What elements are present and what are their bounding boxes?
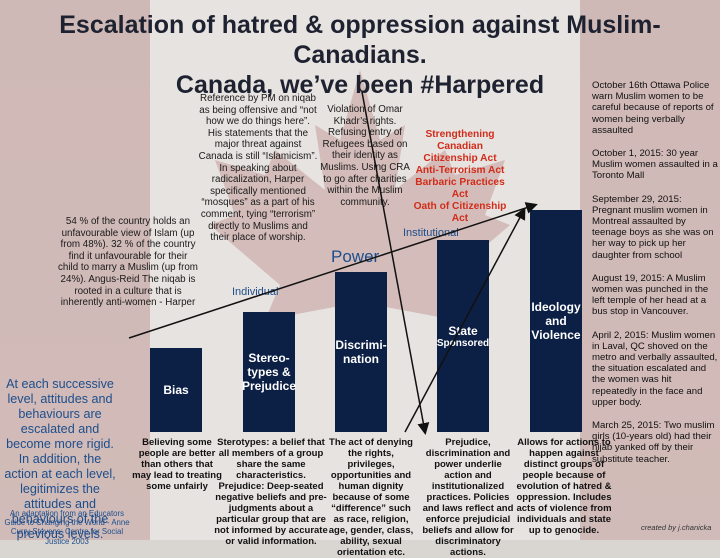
bar-bias: Bias	[150, 348, 202, 432]
bar-ideology-violence: Ideology and Violence	[530, 210, 582, 432]
bias-description: Believing some people are better than ot…	[132, 437, 222, 492]
bar-ideology-label: Ideology and Violence	[531, 300, 581, 342]
bar-state-sponsored: State Sponsored	[437, 240, 489, 432]
bar-state-sub: Sponsored	[436, 337, 490, 349]
law-item: Oath of Citizenship Act	[413, 201, 507, 224]
incident-item: April 2, 2015: Muslim women in Laval, QC…	[592, 329, 718, 408]
incident-item: October 1, 2015: 30 year Muslim women as…	[592, 148, 718, 182]
incident-item: August 19, 2015: A Muslim women was punc…	[592, 272, 709, 318]
bar-stereotypes-prejudice: Stereo-types & Prejudice	[242, 312, 296, 432]
law-item: Anti-Terrorism Act	[415, 165, 505, 176]
omar-note: Violation of Omar Khadr’s rights. Refusi…	[320, 104, 410, 208]
incident-item: March 25, 2015: Two muslim girls (10-yea…	[592, 420, 715, 465]
title-line-2: Canada, we’ve been #Harpered	[175, 71, 545, 99]
bar-bias-label: Bias	[163, 383, 189, 397]
bar-stereotypes-label: Stereo-types & Prejudice	[241, 351, 297, 393]
pm-note: Reference by PM on niqab as being offens…	[198, 93, 318, 244]
incident-item: October 16th Ottawa Police warn Muslim w…	[592, 80, 714, 136]
title-line-1: Escalation of hatred & oppression agains…	[59, 11, 661, 69]
bar-discrimination: Discrimi-nation	[335, 272, 387, 432]
level-institutional-label: Institutional	[403, 227, 459, 239]
law-item: Strengthening Canadian Citizenship Act	[423, 129, 497, 164]
laws-list: Strengthening Canadian Citizenship Act A…	[410, 129, 510, 225]
incidents-list: October 16th Ottawa Police warn Muslim w…	[592, 80, 718, 465]
level-individual-label: Individual	[232, 286, 279, 298]
page-title: Escalation of hatred & oppression agains…	[0, 10, 720, 100]
creator-credit: created by j.chanicka	[641, 523, 712, 532]
law-item: Barbaric Practices Act	[415, 177, 505, 200]
credit-text: An adaptation from an Educators Guide to…	[4, 509, 130, 546]
level-power-label: Power	[331, 247, 380, 266]
ideology-description: Allows for actions to happen against dis…	[516, 437, 612, 536]
bar-state-label: State	[448, 323, 478, 338]
stereotypes-description: Sterotypes: a belief that all members of…	[214, 437, 328, 547]
incident-item: September 29, 2015: Pregnant muslim wome…	[592, 193, 714, 261]
poll-note: 54 % of the country holds an unfavourabl…	[58, 216, 198, 309]
summary-text: At each successive level, attitudes and …	[4, 377, 116, 541]
bar-discrimination-label: Discrimi-nation	[335, 338, 387, 366]
